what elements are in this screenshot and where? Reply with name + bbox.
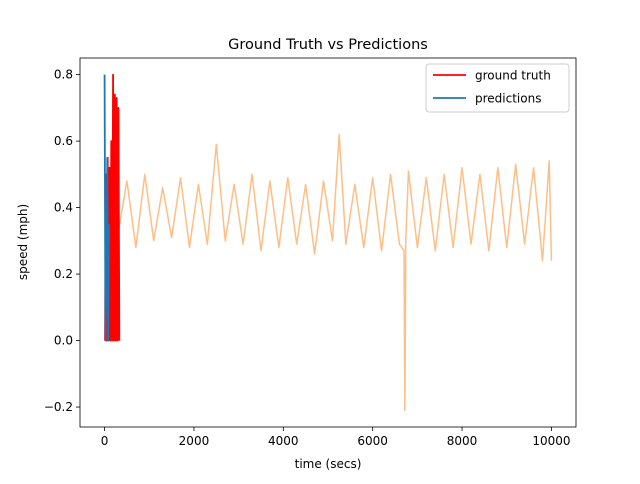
x-tick-label: 2000 — [179, 434, 210, 448]
x-tick-label: 8000 — [447, 434, 478, 448]
y-tick-label: 0.8 — [54, 68, 73, 82]
y-tick-label: 0.2 — [54, 267, 73, 281]
x-axis: 0 2000 4000 6000 8000 10000 — [101, 427, 571, 448]
x-tick-label: 6000 — [357, 434, 388, 448]
plot-area — [103, 73, 553, 412]
y-axis: −0.2 0.0 0.2 0.4 0.6 0.8 — [44, 68, 80, 414]
legend: ground truth predictions — [425, 63, 570, 113]
y-tick-label: 0.0 — [54, 334, 73, 348]
series-line-noise — [104, 133, 553, 412]
x-tick-label: 4000 — [268, 434, 299, 448]
legend-box — [425, 63, 570, 113]
y-tick-label: −0.2 — [44, 400, 73, 414]
y-tick-label: 0.6 — [54, 134, 73, 148]
chart-title: Ground Truth vs Predictions — [228, 37, 428, 53]
x-axis-label: time (secs) — [295, 457, 362, 471]
series-line-predictions — [103, 74, 110, 342]
legend-label-predictions: predictions — [475, 92, 541, 106]
x-tick-label: 0 — [101, 434, 109, 448]
y-axis-label: speed (mph) — [16, 204, 30, 280]
axes-frame — [79, 57, 577, 428]
x-tick-label: 10000 — [532, 434, 570, 448]
y-tick-label: 0.4 — [54, 201, 73, 215]
legend-label-ground-truth: ground truth — [475, 69, 551, 83]
